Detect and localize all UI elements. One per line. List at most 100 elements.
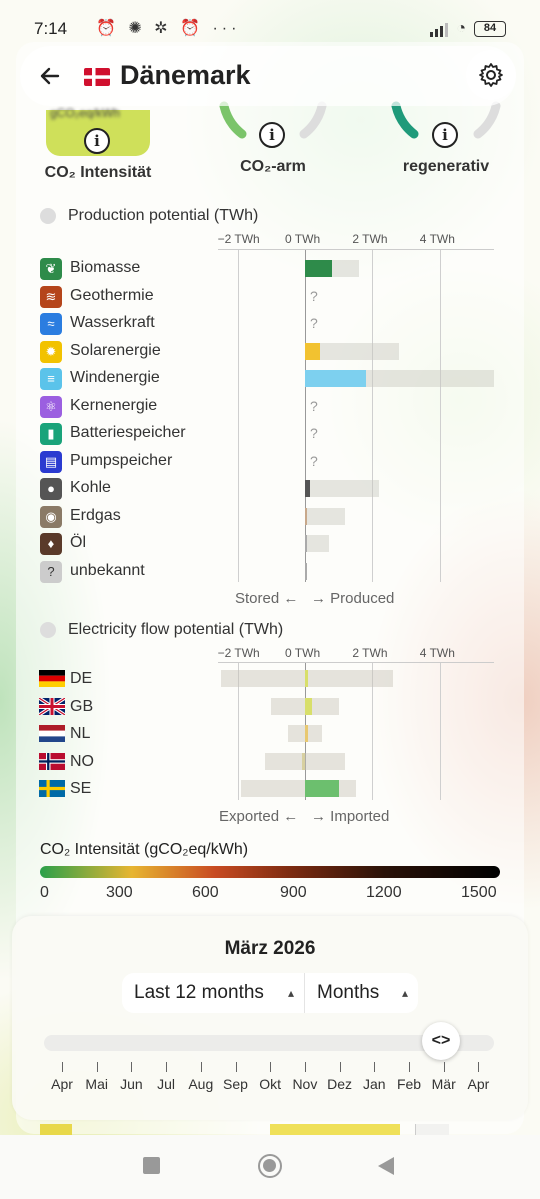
co2-tick: 900	[280, 884, 307, 901]
source-label: Biomasse	[70, 259, 141, 276]
source-label: Kernenergie	[70, 396, 158, 414]
source-label: Windenergie	[70, 369, 160, 386]
flow-section-title[interactable]: Electricity flow potential (TWh)	[40, 621, 283, 639]
month-label[interactable]: Feb	[396, 1076, 422, 1092]
oil-icon: ♦	[40, 533, 62, 555]
co2-tick: 300	[106, 884, 133, 901]
month-tick	[374, 1062, 376, 1072]
source-label: Öl	[70, 534, 86, 551]
month-label[interactable]: Jul	[157, 1076, 176, 1092]
renewable-gauge	[391, 101, 501, 139]
flow-bar	[305, 780, 339, 797]
gridline	[237, 249, 239, 582]
info-icon[interactable]: i	[84, 128, 110, 154]
produced-caption: → Produced	[311, 590, 395, 607]
month-tick	[478, 1062, 480, 1072]
production-bar	[305, 370, 366, 387]
month-tick	[339, 1062, 341, 1072]
co2-scale-title: CO₂ Intensität (gCO₂eq/kWh)	[40, 841, 249, 858]
source-label: Erdgas	[70, 506, 121, 524]
renewable-label: regenerativ	[402, 158, 490, 175]
status-right: ◔ 84	[430, 20, 506, 38]
unknown-value-mark: ?	[310, 425, 318, 441]
germany-flag-icon	[39, 670, 65, 687]
time-slider-track[interactable]	[44, 1035, 494, 1051]
source-label: Geothermie	[70, 286, 154, 304]
month-label[interactable]: Dez	[327, 1076, 353, 1092]
sun-icon: ✹	[40, 340, 62, 363]
country-label: NL	[70, 725, 91, 742]
month-label[interactable]: Okt	[259, 1076, 282, 1092]
production-bar	[305, 562, 307, 580]
month-tick	[443, 1062, 445, 1072]
info-icon[interactable]: i	[432, 122, 458, 148]
production-toggle-radio[interactable]	[40, 208, 56, 224]
battery-icon: 84	[474, 21, 506, 37]
month-tick	[131, 1062, 133, 1072]
potential-bar	[305, 480, 380, 497]
month-tick	[304, 1062, 306, 1072]
month-tick	[62, 1062, 63, 1072]
month-tick	[235, 1062, 237, 1072]
recent-apps-button[interactable]	[143, 1157, 160, 1174]
production-section-title[interactable]: Production potential (TWh)	[40, 207, 258, 225]
flow-bar	[305, 697, 312, 715]
range-select[interactable]: Last 12 months ▴	[122, 973, 305, 1013]
wifi-icon: ◔	[456, 20, 466, 37]
month-label[interactable]: Jun	[120, 1076, 143, 1092]
month-label[interactable]: Nov	[292, 1076, 318, 1092]
axis-tick-label: 0 TWh	[285, 646, 321, 660]
source-label: unbekannt	[70, 561, 145, 579]
country-label: NO	[70, 752, 94, 770]
axis-line	[218, 662, 494, 663]
settings-button[interactable]	[466, 50, 516, 100]
back-arrow-icon[interactable]	[36, 62, 64, 90]
time-controls-card	[12, 916, 528, 1120]
granularity-select[interactable]: Months ▴	[305, 973, 418, 1013]
page-title: Dänemark	[120, 60, 251, 90]
gauge-partial-text: gCO₂eq/kWh	[50, 106, 121, 120]
production-bar	[305, 260, 332, 277]
gridline	[372, 249, 374, 582]
system-nav-bar	[0, 1135, 540, 1199]
potential-bar	[305, 342, 400, 360]
month-label[interactable]: Sep	[223, 1076, 248, 1092]
system-back-button[interactable]	[378, 1157, 394, 1175]
source-label: Wasserkraft	[70, 314, 155, 331]
uk-flag-icon	[39, 697, 65, 715]
unknown-value-mark: ?	[310, 287, 318, 304]
potential-bar	[305, 535, 329, 552]
flow-potential-bar	[271, 697, 339, 715]
low-carbon-label: CO₂-arm	[240, 158, 306, 175]
co2-tick: 1500	[461, 884, 497, 901]
month-label[interactable]: Mär	[431, 1076, 456, 1092]
axis-tick-label: 4 TWh	[419, 232, 455, 246]
status-bar: 7:14 ⏰ ✺ ✲ ⏰ ··· ◔ 84	[0, 0, 540, 42]
month-label[interactable]: Jan	[363, 1076, 386, 1092]
month-label[interactable]: Apr	[51, 1076, 73, 1092]
source-label: Batteriespeicher	[70, 424, 186, 441]
leaf-icon: ❦	[40, 258, 62, 280]
month-tick	[200, 1062, 202, 1072]
exported-caption: Exported ←	[219, 808, 299, 825]
country-label: DE	[70, 670, 93, 687]
month-label[interactable]: Aug	[188, 1076, 214, 1092]
source-label: Pumpspeicher	[70, 451, 173, 469]
production-bar	[305, 342, 321, 360]
axis-line	[218, 249, 494, 250]
selected-month: März 2026	[224, 938, 316, 959]
time-slider-handle[interactable]: <>	[422, 1022, 460, 1060]
flow-toggle-radio[interactable]	[40, 622, 56, 638]
unknown-value-mark: ?	[310, 397, 318, 414]
source-label: Kohle	[70, 479, 111, 496]
flow-title-text: Electricity flow potential (TWh)	[68, 621, 284, 638]
strip-bar	[40, 1124, 72, 1136]
unknown-value-mark: ?	[310, 315, 318, 331]
stored-caption: Stored ←	[235, 590, 299, 607]
month-label[interactable]: Mai	[85, 1076, 108, 1092]
month-label[interactable]: Apr	[467, 1076, 490, 1092]
flow-bar	[301, 752, 305, 770]
home-button[interactable]	[258, 1154, 282, 1178]
month-tick	[96, 1062, 98, 1072]
info-icon[interactable]: i	[259, 122, 285, 148]
